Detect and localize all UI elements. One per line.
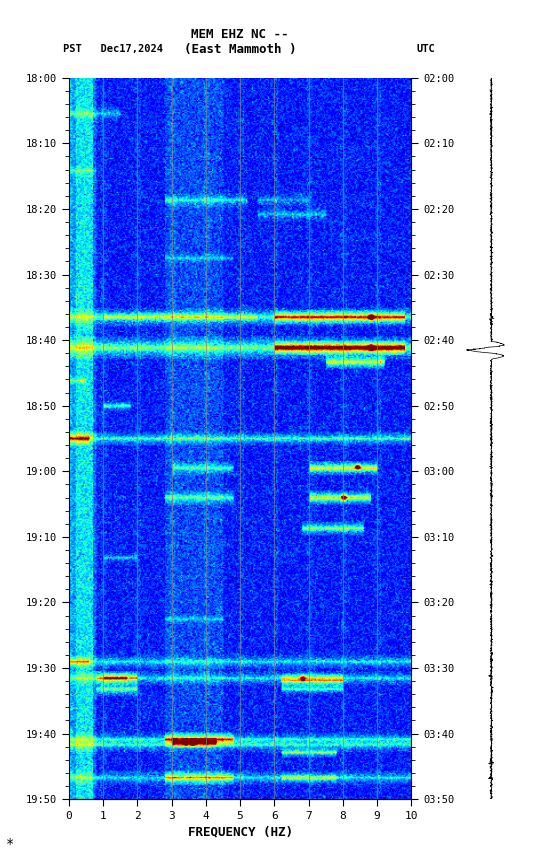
Text: *: * — [6, 837, 14, 851]
X-axis label: FREQUENCY (HZ): FREQUENCY (HZ) — [188, 825, 293, 838]
Text: (East Mammoth ): (East Mammoth ) — [184, 42, 296, 56]
Text: MEM EHZ NC --: MEM EHZ NC -- — [192, 28, 289, 41]
Text: PST   Dec17,2024: PST Dec17,2024 — [63, 44, 163, 54]
Text: UTC: UTC — [417, 44, 436, 54]
